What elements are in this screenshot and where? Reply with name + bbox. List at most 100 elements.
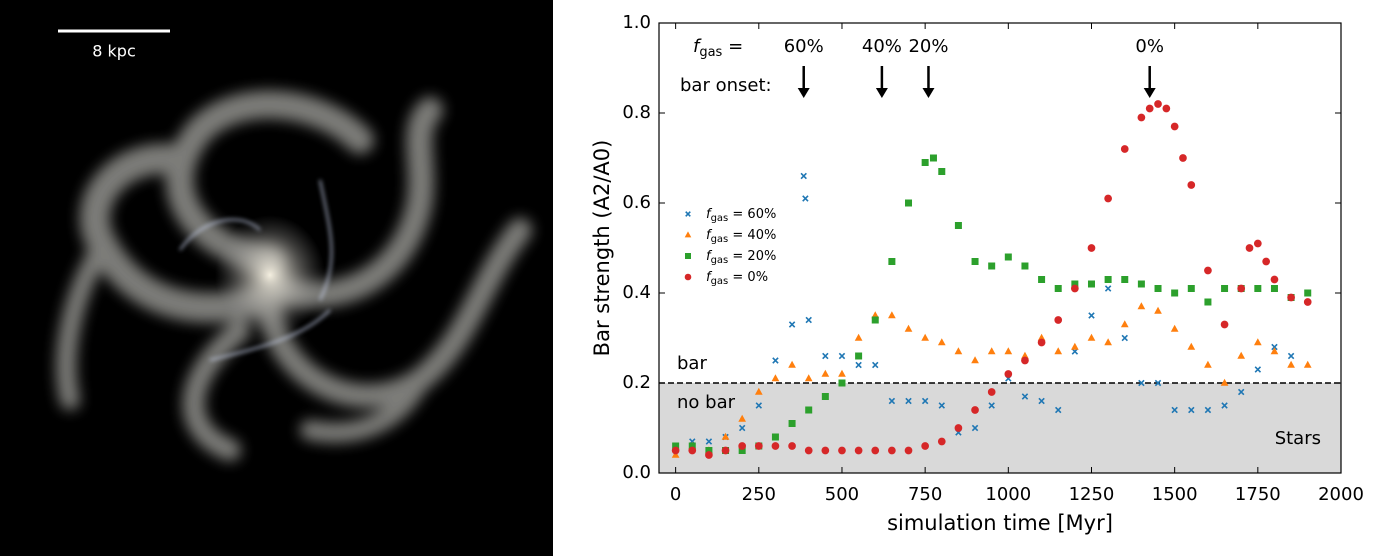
point [954,222,962,229]
x-tick-label: 1250 [1069,484,1115,505]
point [1104,285,1112,292]
galaxy-image: 8 kpc [0,0,553,556]
legend-label: fgas = 60% [706,207,776,225]
point [1004,347,1013,355]
point [671,446,680,455]
legend-label: fgas = 40% [706,228,776,246]
point [1253,338,1262,346]
point [672,442,680,450]
point [688,446,697,455]
point [1104,338,1112,346]
legend-marker [685,253,691,259]
bar-label: bar [677,353,707,374]
point [905,397,912,405]
point [1137,302,1146,310]
point [987,388,996,396]
onset-fraction: 40% [862,36,902,57]
point [1021,262,1029,270]
point [771,374,780,382]
point [987,347,996,355]
point [1138,379,1145,387]
point [1054,316,1063,324]
point [888,311,896,319]
point [921,442,929,450]
plot-frame [658,22,1342,474]
point [904,446,913,455]
point [1021,351,1029,359]
point [1071,280,1079,288]
onset-arrowhead [797,88,810,98]
point [1237,351,1246,359]
x-tick-label: 1000 [985,484,1031,505]
point [1170,122,1179,131]
point [1121,276,1129,283]
point [1221,402,1228,409]
point [1021,393,1029,400]
point [838,379,846,387]
point [755,402,763,409]
point [1021,356,1029,365]
point [1038,276,1046,283]
point [1071,342,1079,350]
point [971,406,979,414]
x-tick-label: 1500 [1152,484,1198,505]
point [1004,370,1013,378]
point [1254,366,1262,373]
point [1170,324,1179,332]
point [1154,285,1162,292]
point [1137,113,1146,122]
point [1171,406,1178,414]
point [1304,289,1312,297]
point [971,424,979,432]
point [954,424,963,432]
point [805,406,813,414]
onset-arrowhead [922,88,935,98]
point [855,361,862,369]
point [971,258,979,265]
point [921,333,929,341]
point [838,446,846,455]
point [871,316,879,324]
point [855,352,863,360]
point [771,433,779,441]
no-bar-label: no bar [677,392,736,413]
point [1037,333,1046,341]
point [1145,104,1154,113]
point [1154,306,1162,314]
onset-fraction: 0% [1135,36,1164,57]
point [1004,253,1012,261]
point [788,360,796,368]
scale-bar-label: 8 kpc [92,42,135,61]
x-tick-label: 500 [825,484,859,505]
point [1271,343,1278,351]
point [1038,397,1045,405]
onset-label: bar onset: [680,75,772,96]
x-tick-label: 750 [908,484,942,505]
point [1287,360,1295,368]
point [1187,285,1195,292]
legend-label: fgas = 0% [706,270,768,288]
point [1162,104,1171,113]
point [738,442,747,450]
point [1104,276,1112,283]
point [1188,406,1195,414]
point [938,168,946,175]
point [937,437,946,446]
point [1154,379,1162,387]
legend-marker [684,273,692,281]
point [1237,388,1245,396]
point [1137,280,1145,288]
fgas-prefix: fgas = [693,36,743,60]
point [888,258,896,265]
point [1262,257,1270,266]
point [705,438,713,445]
point [954,347,963,355]
point [1303,298,1312,306]
x-tick-label: 2000 [1318,484,1364,505]
point [822,352,829,360]
point [1104,194,1112,203]
y-tick-label: 0.6 [622,192,651,213]
point [804,374,813,382]
point [921,397,929,405]
